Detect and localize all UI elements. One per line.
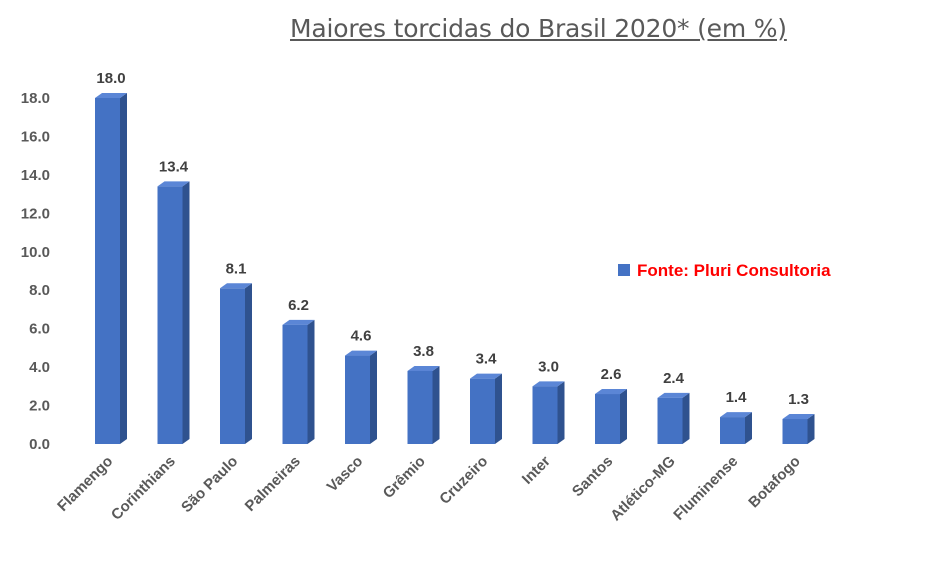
bar-front (282, 324, 308, 444)
bar-front (407, 370, 433, 444)
bar-side (432, 365, 440, 444)
bar-side (682, 392, 690, 444)
legend: Fonte: Pluri Consultoria (618, 261, 831, 280)
bar-side (245, 283, 252, 444)
y-tick-label: 4.0 (29, 359, 50, 376)
x-tick-label: Atlético-MG (607, 453, 679, 525)
bar-front (345, 355, 370, 444)
bar-top (595, 389, 627, 395)
y-tick-label: 12.0 (21, 205, 50, 222)
y-tick-label: 8.0 (29, 282, 50, 299)
bar-front (220, 288, 245, 444)
data-label: 1.4 (726, 389, 748, 406)
y-tick-label: 6.0 (29, 321, 50, 338)
bar (407, 365, 440, 444)
bar-front (782, 419, 808, 444)
bar-top (345, 350, 377, 356)
data-label: 13.4 (159, 158, 189, 175)
x-tick-label: Flamengo (54, 453, 116, 515)
bar-side (370, 350, 377, 444)
bar-side (620, 389, 627, 444)
data-label: 2.4 (663, 370, 685, 387)
bar-side (807, 414, 815, 444)
bar-side (495, 373, 502, 444)
data-label: 6.2 (288, 297, 309, 314)
bar (95, 93, 127, 444)
y-tick-label: 10.0 (21, 244, 50, 261)
bar-side (120, 93, 127, 444)
bar-front (532, 386, 558, 444)
x-tick-label: Corinthians (108, 453, 179, 524)
bar (157, 181, 190, 444)
data-label: 3.0 (538, 358, 559, 375)
bar (470, 373, 502, 444)
bar-top (282, 319, 315, 325)
y-tick-label: 2.0 (29, 398, 50, 415)
y-tick-label: 16.0 (21, 128, 50, 145)
legend-swatch (618, 264, 630, 276)
bar-side (557, 381, 565, 444)
x-tick-label: Fluminense (670, 453, 741, 524)
legend-label: Fonte: Pluri Consultoria (637, 261, 831, 280)
bar-front (157, 186, 183, 444)
x-tick-label: Inter (519, 453, 554, 488)
data-label: 4.6 (351, 328, 372, 345)
bar (782, 414, 815, 444)
x-tick-label: Palmeiras (242, 453, 304, 515)
chart-title: Maiores torcidas do Brasil 2020* (em %) (290, 14, 787, 43)
x-tick-label: Botafogo (745, 453, 804, 512)
bar (345, 350, 377, 444)
bar-side (745, 412, 752, 444)
x-tick-label: São Paulo (178, 453, 241, 516)
bar-top (720, 412, 752, 418)
data-label: 8.1 (226, 260, 247, 277)
bar-front (95, 98, 120, 444)
bar (720, 412, 752, 444)
x-tick-label: Santos (569, 453, 616, 500)
y-tick-label: 14.0 (21, 167, 50, 184)
y-tick-label: 18.0 (21, 90, 50, 107)
bar-side (307, 319, 315, 444)
bars (95, 93, 815, 444)
data-label: 2.6 (601, 366, 622, 383)
data-label: 18.0 (96, 70, 125, 87)
data-label: 1.3 (788, 391, 809, 408)
bar (657, 392, 690, 444)
bar-top (220, 283, 252, 289)
bar-side (182, 181, 190, 444)
data-labels: 18.0 13.4 8.1 6.2 4.6 3.8 3.4 3.0 2.6 2.4 1.4 1.3 (96, 70, 809, 408)
bar-front (657, 397, 683, 444)
bar-top (657, 392, 690, 398)
bar (532, 381, 565, 444)
y-axis: 0.0 2.0 4.0 6.0 8.0 10.0 12.0 14.0 16.0 18.0 (21, 90, 50, 453)
data-label: 3.4 (476, 351, 498, 368)
x-tick-label: Vasco (324, 453, 367, 496)
data-label: 3.8 (413, 343, 434, 360)
bar (595, 389, 627, 444)
y-tick-label: 0.0 (29, 436, 50, 453)
x-tick-label: Cruzeiro (436, 453, 491, 508)
bar-front (470, 378, 495, 444)
bar (220, 283, 252, 444)
bar-top (470, 373, 502, 379)
bar-front (720, 417, 745, 444)
bar-top (532, 381, 565, 387)
bar-front (595, 394, 620, 444)
bar-top (157, 181, 190, 187)
bar-top (782, 414, 815, 420)
bar-top (95, 93, 127, 98)
x-tick-label: Grêmio (380, 453, 429, 502)
bar (282, 319, 315, 444)
bar-top (407, 365, 440, 371)
